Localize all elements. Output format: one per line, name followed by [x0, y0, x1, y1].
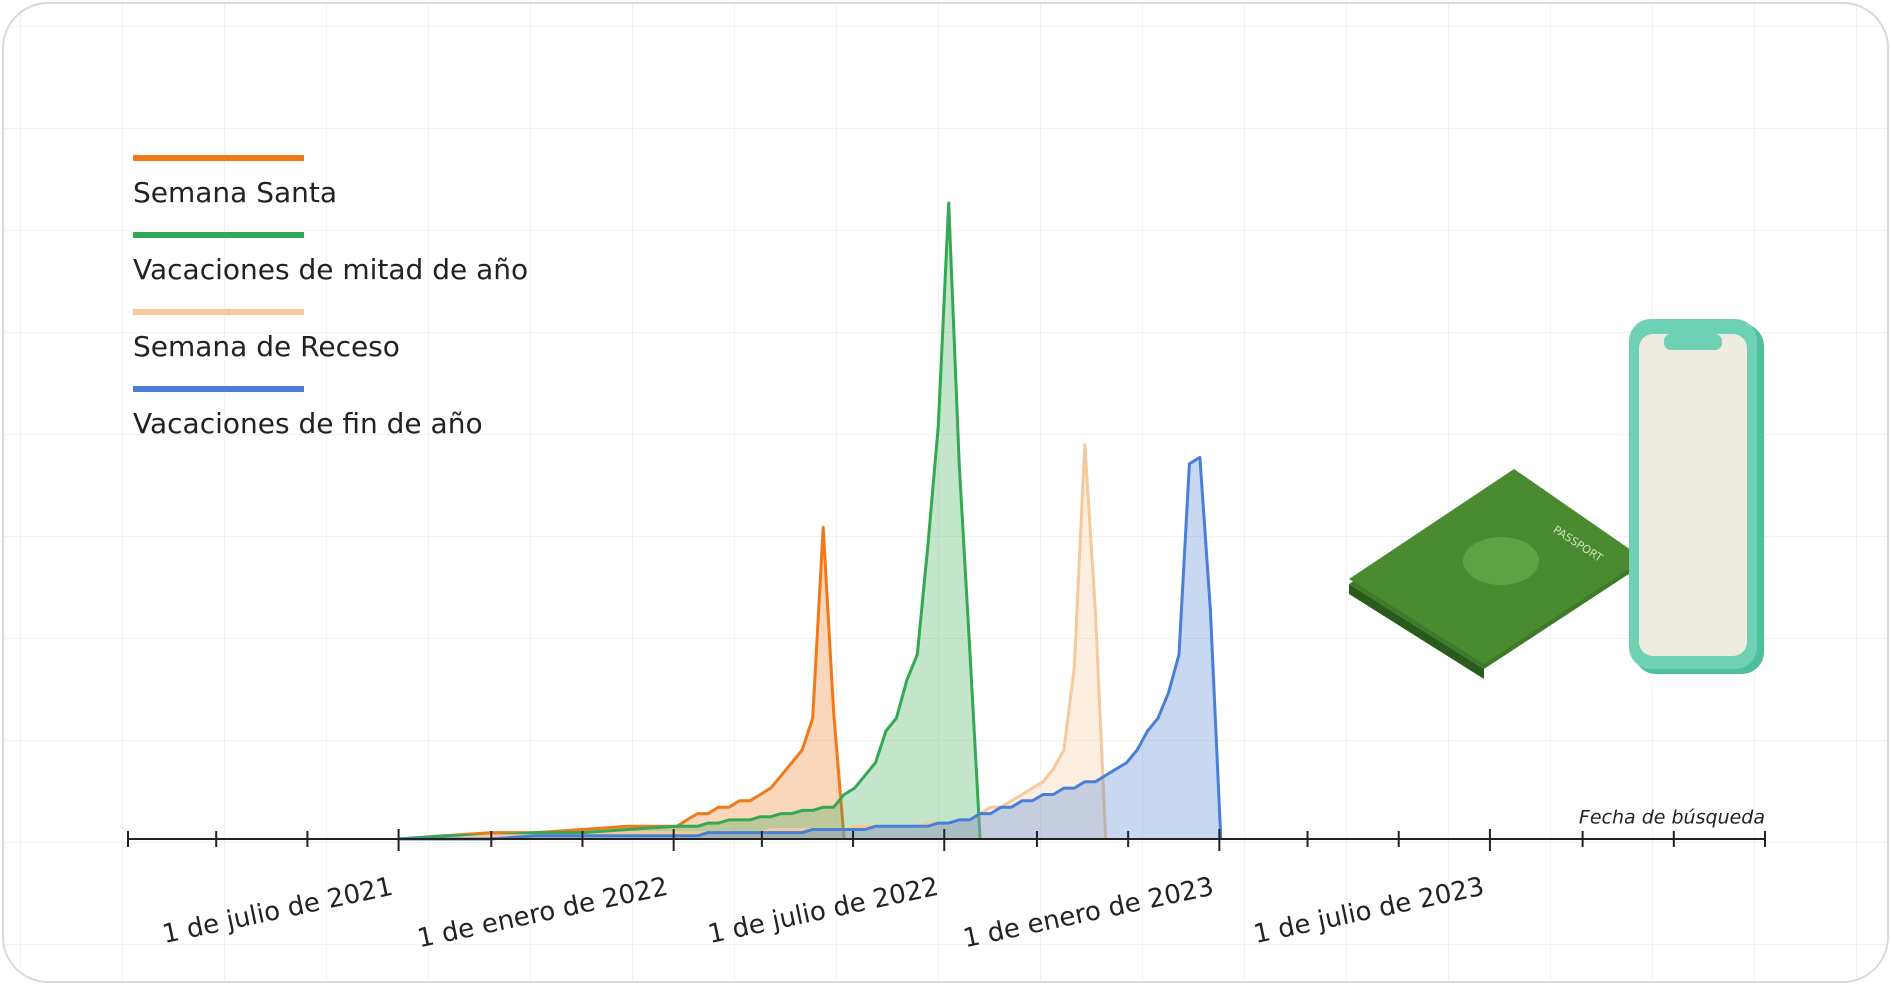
legend-label: Semana Santa: [133, 176, 337, 209]
x-tick-label: 1 de enero de 2022: [415, 872, 671, 954]
series-area: [398, 444, 1106, 839]
series-area: [398, 203, 981, 839]
x-tick-label: 1 de julio de 2022: [705, 872, 941, 950]
illustration: PASSPORT: [1349, 319, 1764, 679]
series-line: [398, 201, 982, 841]
x-tick-label: 1 de julio de 2021: [160, 872, 396, 950]
x-tick-label: 1 de julio de 2023: [1251, 872, 1487, 950]
legend-label: Vacaciones de mitad de año: [133, 253, 528, 286]
axis-title: Fecha de búsqueda: [1579, 807, 1765, 829]
legend-label: Semana de Receso: [133, 330, 400, 363]
x-tick-label: 1 de enero de 2023: [960, 872, 1216, 954]
series-area: [398, 527, 845, 839]
series-area: [398, 457, 1221, 839]
series-line: [398, 455, 1223, 841]
series-line: [398, 525, 846, 841]
series-line: [398, 443, 1108, 841]
legend-label: Vacaciones de fin de año: [133, 407, 483, 440]
chart: PASSPORT Fecha de búsqueda Semana Santa V…: [127, 155, 1766, 954]
